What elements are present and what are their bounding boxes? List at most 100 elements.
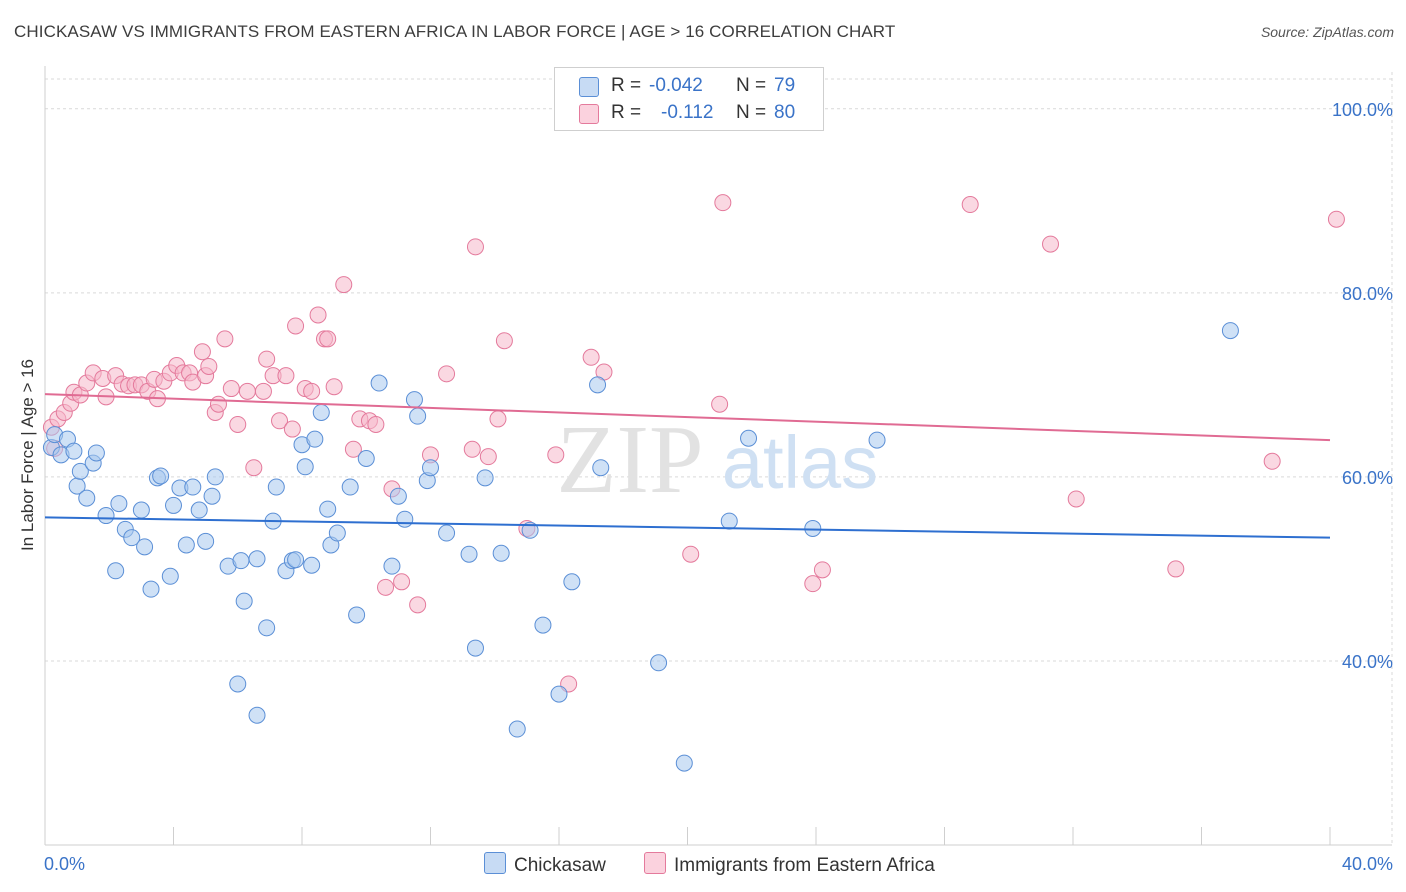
immigrants-point (325, 378, 343, 396)
immigrants-point (961, 196, 979, 214)
immigrants-trend-line (44, 393, 1331, 442)
chickasaw-trend-line (44, 516, 1331, 539)
chickasaw-point (370, 374, 388, 392)
immigrants-point (466, 238, 484, 256)
chickasaw-point (460, 545, 478, 563)
y-axis-label: In Labor Force | Age > 16 (18, 358, 37, 552)
chickasaw-point (258, 619, 276, 637)
y-tick-label: 80.0% (1342, 284, 1393, 304)
chickasaw-point (521, 521, 539, 539)
watermark-zip: ZIP (557, 406, 704, 514)
immigrants-point (367, 415, 385, 433)
chickasaw-point (136, 538, 154, 556)
chickasaw-point (492, 544, 510, 562)
chickasaw-point (383, 557, 401, 575)
chickasaw-point (650, 654, 668, 672)
chickasaw-swatch (579, 77, 599, 97)
chickasaw-point (508, 720, 526, 738)
chickasaw-point (868, 431, 886, 449)
chickasaw-point (107, 562, 125, 580)
chickasaw-point (161, 567, 179, 585)
chickasaw-point (78, 489, 96, 507)
immigrants-point (335, 276, 353, 294)
chickasaw-point (476, 469, 494, 487)
chickasaw-point (142, 580, 160, 598)
r-label: R = (611, 102, 642, 123)
immigrants-point (1042, 235, 1060, 253)
immigrants-point (254, 382, 272, 400)
chickasaw-point (438, 524, 456, 542)
trend-lines (44, 393, 1331, 539)
r-value: -0.042 (649, 75, 703, 96)
immigrants-point (222, 380, 240, 398)
chickasaw-point (422, 459, 439, 477)
chickasaw-point (303, 556, 321, 574)
immigrants-point (193, 343, 211, 361)
chickasaw-point (466, 639, 484, 657)
immigrants-point (271, 412, 289, 430)
chickasaw-point (592, 459, 610, 477)
immigrants-point (682, 545, 700, 563)
chickasaw-point (87, 444, 105, 462)
chickasaw-point (235, 592, 253, 610)
immigrants-point (309, 306, 327, 324)
immigrants-point (479, 448, 497, 466)
chickasaw-point (720, 512, 738, 530)
y-tick-label: 40.0% (1342, 652, 1393, 672)
chickasaw-point (312, 403, 330, 421)
chickasaw-point (232, 552, 250, 570)
stats-legend: R = -0.042 N = 79 R = -0.112 N = 80 (554, 67, 824, 131)
chickasaw-point (319, 500, 337, 518)
chickasaw-point (409, 407, 427, 425)
y-tick-label: 100.0% (1332, 100, 1393, 120)
axes (44, 66, 1392, 846)
chickasaw-point (165, 496, 182, 514)
chickasaw-point (65, 442, 83, 460)
immigrants-point (229, 415, 247, 433)
chickasaw-point (396, 510, 414, 528)
immigrants-point (283, 420, 301, 438)
chickasaw-point (287, 551, 305, 569)
chickasaw-point (405, 391, 423, 409)
chickasaw-point (589, 376, 607, 394)
gridlines (45, 72, 1393, 845)
chickasaw-legend-swatch (484, 852, 506, 874)
immigrants-point (547, 446, 565, 464)
legend-item-immigrants[interactable]: Immigrants from Eastern Africa (644, 852, 935, 877)
chickasaw-point (206, 468, 224, 486)
immigrants-point (409, 596, 427, 614)
immigrants-point (216, 330, 234, 348)
immigrants-point (319, 330, 337, 348)
immigrants-point (438, 365, 456, 383)
chickasaw-point (1221, 322, 1239, 340)
chickasaw-point (550, 685, 568, 703)
immigrants-point (495, 332, 513, 350)
x-tick-label: 40.0% (1342, 854, 1393, 874)
immigrants-point (463, 440, 481, 458)
immigrants-point (258, 350, 276, 368)
immigrants-point (393, 573, 411, 591)
immigrants-point (1327, 210, 1345, 228)
immigrants-point (200, 357, 218, 375)
legend-item-chickasaw[interactable]: Chickasaw (484, 852, 606, 877)
n-value: 79 (774, 75, 796, 96)
r-value: -0.112 (661, 102, 714, 123)
legend-label-immigrants: Immigrants from Eastern Africa (674, 855, 935, 876)
chickasaw-point (229, 675, 247, 693)
chickasaw-point (267, 478, 285, 496)
immigrants-point (377, 578, 395, 596)
immigrants-point (582, 348, 600, 366)
immigrants-point (1067, 490, 1085, 508)
immigrants-point (489, 410, 507, 428)
chart-title: CHICKASAW VS IMMIGRANTS FROM EASTERN AFR… (14, 22, 896, 41)
tick-labels: 40.0% 60.0% 80.0% 100.0% 0.0% 40.0% (44, 100, 1393, 874)
chickasaw-point (563, 573, 581, 591)
chickasaw-point (348, 606, 366, 624)
immigrants-point (344, 440, 362, 458)
chickasaw-point (341, 478, 359, 496)
n-value: 80 (774, 102, 796, 123)
immigrants-point (813, 561, 831, 579)
immigrants-point (277, 367, 295, 385)
chickasaw-point (97, 507, 115, 525)
chickasaw-point (248, 706, 266, 724)
